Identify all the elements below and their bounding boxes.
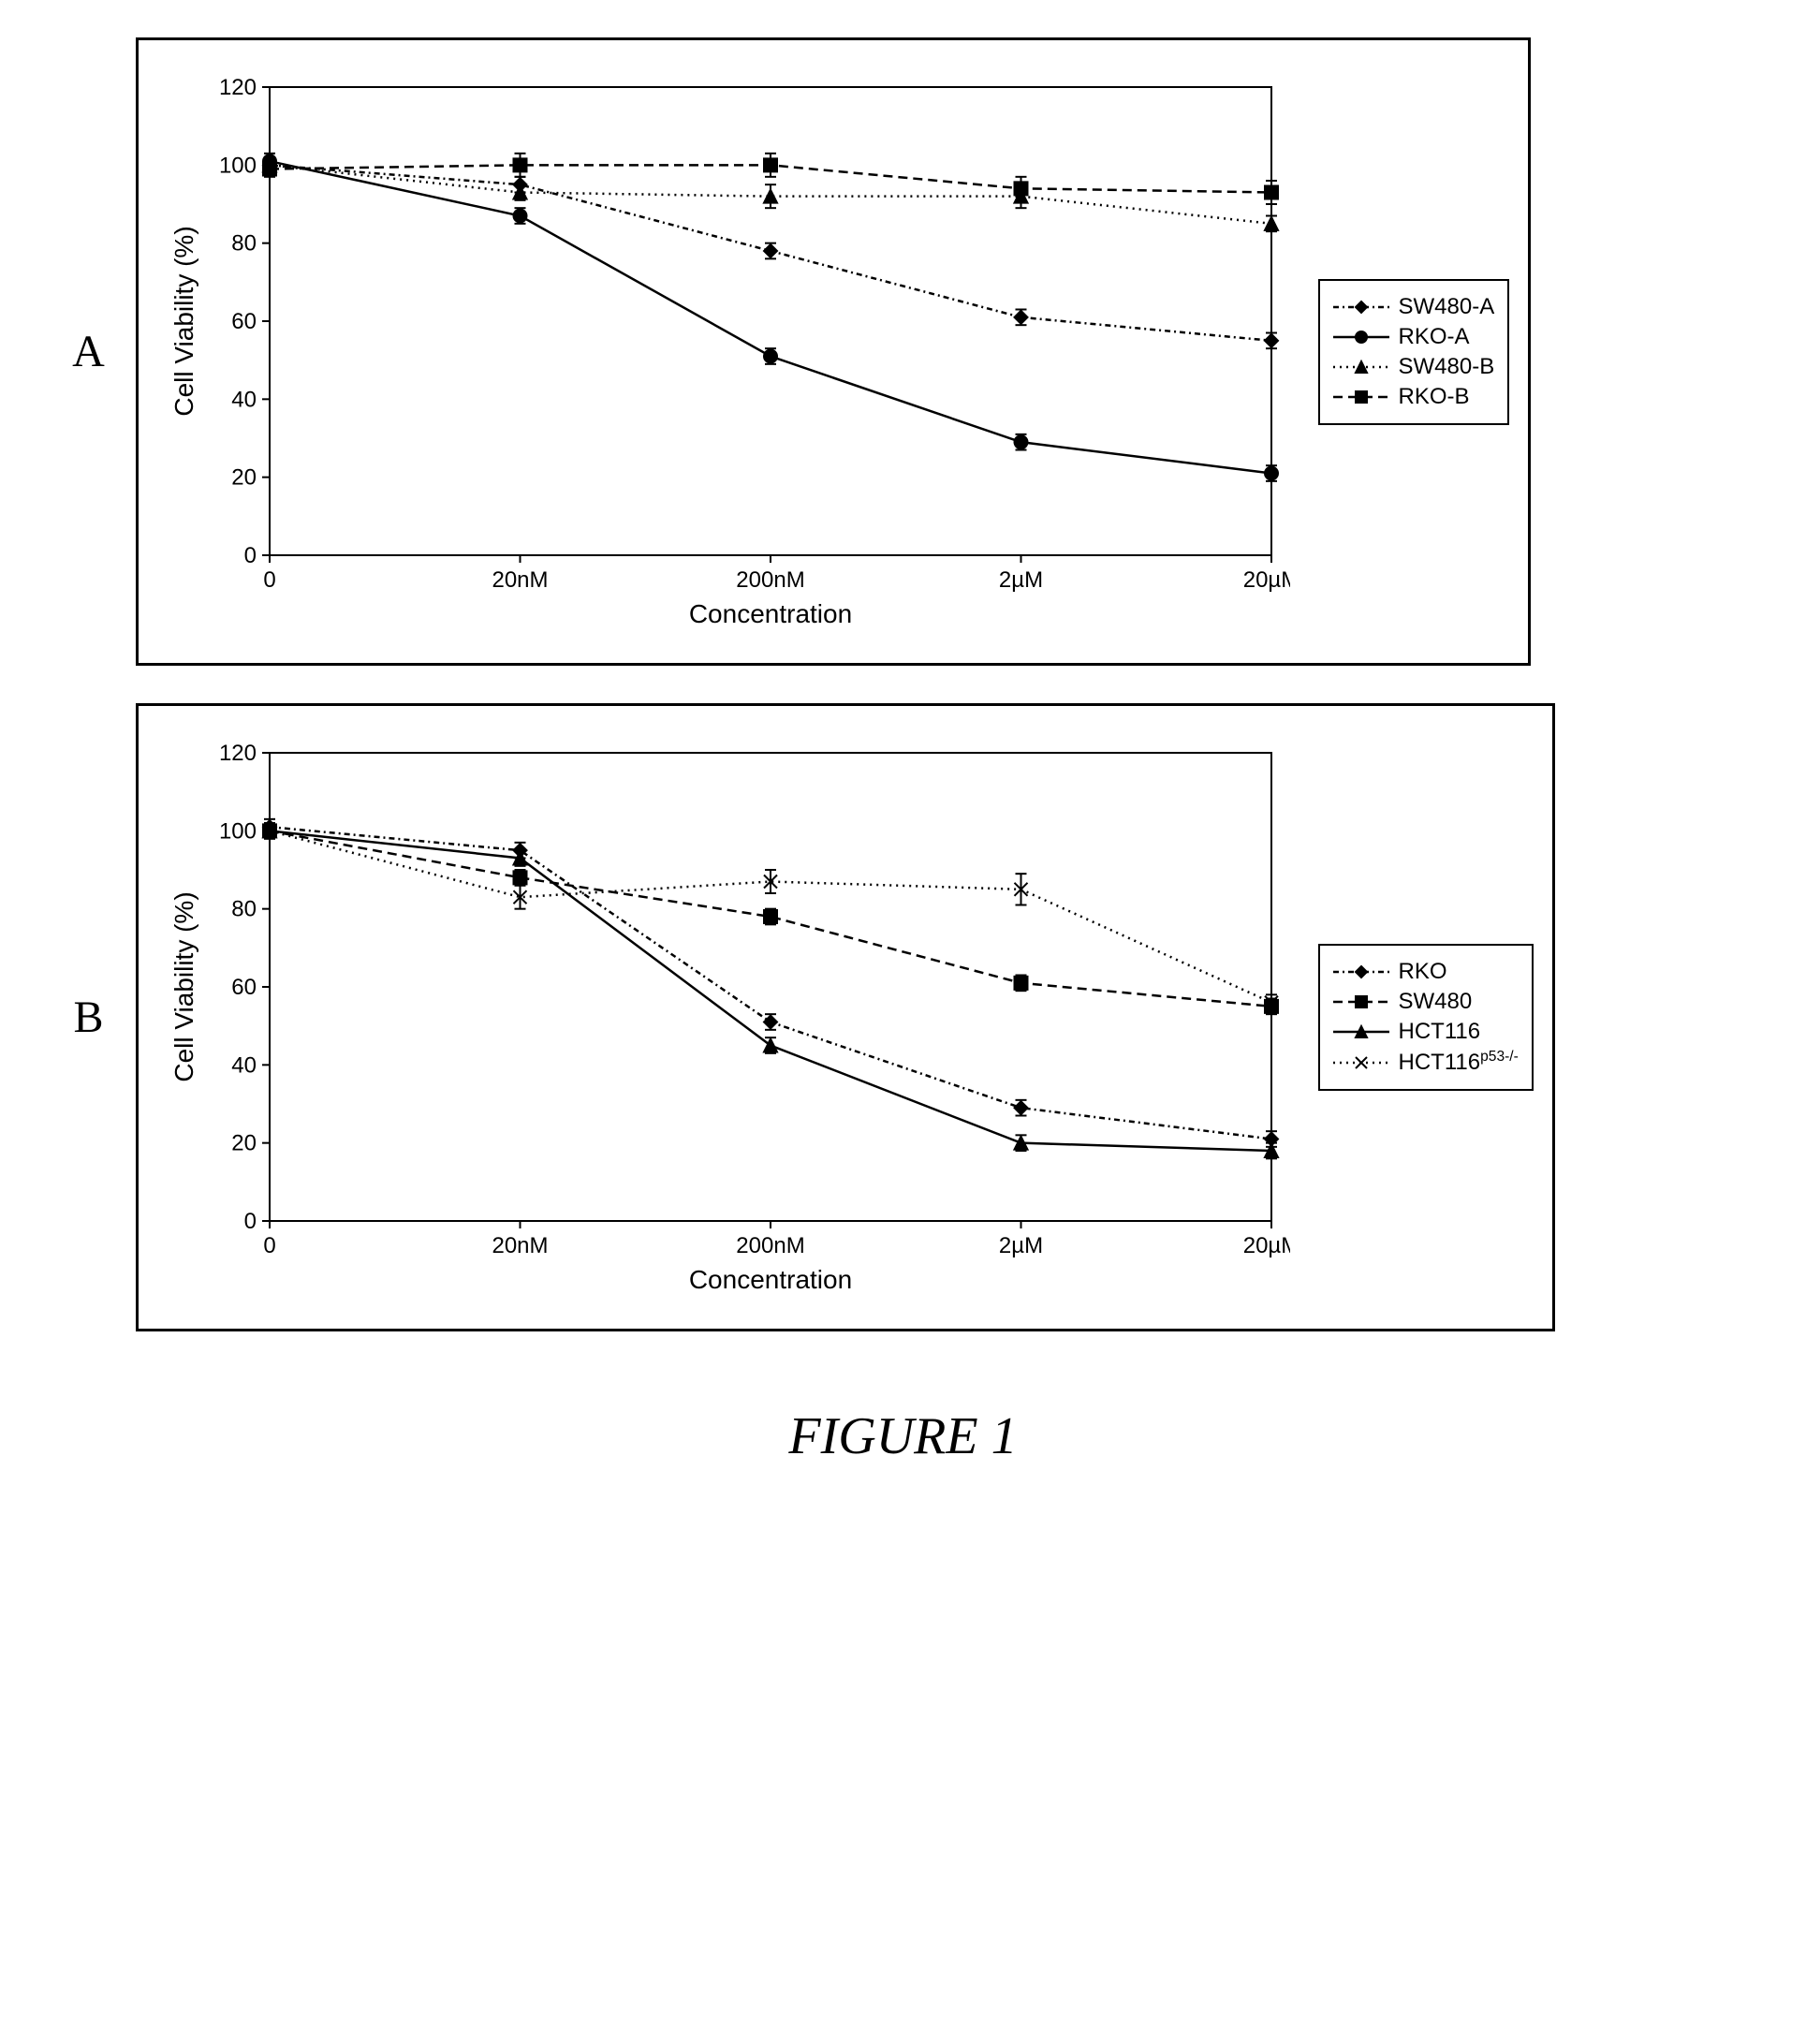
svg-text:200nM: 200nM	[736, 567, 804, 593]
svg-text:100: 100	[218, 818, 256, 844]
legend-item: HCT116	[1333, 1019, 1519, 1045]
legend-item: SW480-A	[1333, 294, 1495, 320]
panel-row-A: A 0 20 40 60 80 100 120 0 20nM 200nM 2µM 20µM Concen…	[61, 37, 1746, 666]
svg-text:60: 60	[231, 309, 257, 334]
legend-swatch	[1333, 993, 1389, 1011]
svg-text:20: 20	[231, 1131, 257, 1156]
svg-text:120: 120	[218, 75, 256, 100]
figure-container: A 0 20 40 60 80 100 120 0 20nM 200nM 2µM 20µM Concen…	[61, 37, 1746, 1466]
legend-swatch	[1333, 298, 1389, 316]
legend-item: RKO-A	[1333, 324, 1495, 350]
svg-text:100: 100	[218, 153, 256, 178]
legend-A: SW480-A RKO-A SW480-B RKO-B	[1318, 279, 1510, 425]
svg-text:0: 0	[263, 567, 275, 593]
chart-A: 0 20 40 60 80 100 120 0 20nM 200nM 2µM 20µM Concentr…	[167, 59, 1290, 644]
legend-label: RKO	[1399, 959, 1447, 985]
svg-text:20µM: 20µM	[1242, 1233, 1289, 1258]
svg-text:Cell Viability (%): Cell Viability (%)	[169, 891, 198, 1081]
panel-box-B: 0 20 40 60 80 100 120 0 20nM 200nM 2µM 20µM Concentr…	[136, 703, 1555, 1331]
legend-swatch	[1333, 1022, 1389, 1041]
svg-text:20: 20	[231, 465, 257, 491]
svg-text:2µM: 2µM	[998, 567, 1042, 593]
legend-swatch	[1333, 388, 1389, 406]
legend-label: RKO-B	[1399, 384, 1470, 410]
svg-text:40: 40	[231, 387, 257, 412]
chart-B: 0 20 40 60 80 100 120 0 20nM 200nM 2µM 20µM Concentr…	[167, 725, 1290, 1310]
legend-swatch	[1333, 1053, 1389, 1072]
svg-text:20µM: 20µM	[1242, 567, 1289, 593]
svg-text:20nM: 20nM	[492, 567, 548, 593]
svg-text:20nM: 20nM	[492, 1233, 548, 1258]
svg-text:0: 0	[263, 1233, 275, 1258]
svg-text:Concentration: Concentration	[688, 1265, 851, 1294]
legend-item: SW480-B	[1333, 354, 1495, 380]
legend-item: RKO	[1333, 959, 1519, 985]
legend-B: RKO SW480 HCT116 HCT116p53-/-	[1318, 944, 1534, 1091]
legend-label: RKO-A	[1399, 324, 1470, 350]
svg-text:200nM: 200nM	[736, 1233, 804, 1258]
legend-label: SW480-A	[1399, 294, 1495, 320]
legend-label: SW480	[1399, 989, 1473, 1015]
legend-item: RKO-B	[1333, 384, 1495, 410]
svg-text:60: 60	[231, 975, 257, 1000]
figure-caption: FIGURE 1	[61, 1406, 1746, 1466]
legend-label: HCT116	[1399, 1019, 1481, 1045]
legend-item: SW480	[1333, 989, 1519, 1015]
legend-label: SW480-B	[1399, 354, 1495, 380]
legend-label: HCT116p53-/-	[1399, 1049, 1519, 1076]
svg-text:Concentration: Concentration	[688, 599, 851, 628]
svg-text:120: 120	[218, 741, 256, 766]
panel-row-B: B 0 20 40 60 80 100 120 0 20nM 200nM 2µM 20µM Concen…	[61, 703, 1746, 1331]
legend-swatch	[1333, 328, 1389, 346]
svg-text:2µM: 2µM	[998, 1233, 1042, 1258]
svg-text:Cell Viability (%): Cell Viability (%)	[169, 226, 198, 416]
svg-text:80: 80	[231, 231, 257, 257]
svg-text:0: 0	[243, 1209, 256, 1234]
legend-swatch	[1333, 963, 1389, 981]
svg-text:0: 0	[243, 543, 256, 568]
legend-swatch	[1333, 358, 1389, 376]
svg-text:40: 40	[231, 1052, 257, 1078]
panel-box-A: 0 20 40 60 80 100 120 0 20nM 200nM 2µM 20µM Concentr…	[136, 37, 1532, 666]
panel-letter-A: A	[61, 326, 117, 377]
legend-item: HCT116p53-/-	[1333, 1049, 1519, 1076]
svg-text:80: 80	[231, 897, 257, 922]
panel-letter-B: B	[61, 992, 117, 1043]
